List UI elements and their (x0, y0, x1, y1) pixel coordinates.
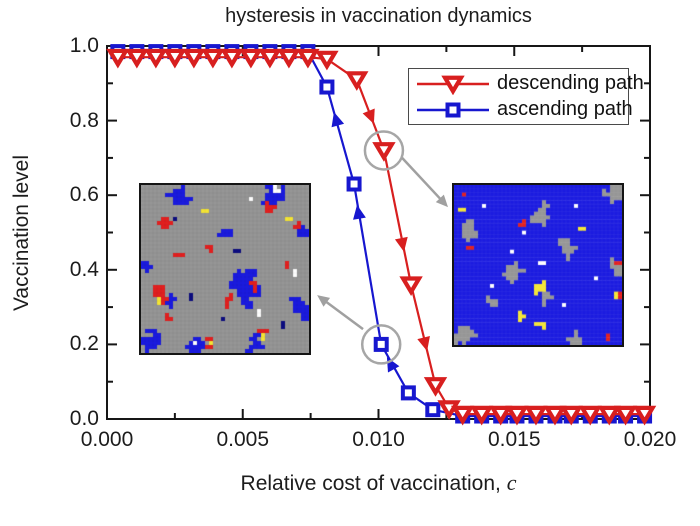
y-tick-label: 1.0 (69, 34, 99, 57)
y-tick-label: 0.8 (69, 108, 99, 132)
legend-label-descending: descending path (497, 72, 644, 94)
x-axis-label-text: Relative cost of vaccination, (240, 472, 507, 495)
x-tick-label: 0.005 (216, 428, 270, 451)
arrow-to-right-inset (401, 157, 449, 208)
right-inset-lattice (452, 183, 624, 347)
plot-frame (106, 45, 651, 420)
x-axis-label-variable: c (506, 470, 517, 495)
ascending-path-marker-sample (417, 102, 489, 117)
arrow-to-left-inset (317, 295, 364, 331)
x-tick-label: 0.015 (487, 428, 541, 451)
x-tick-label: 0.010 (352, 428, 405, 451)
x-tick-label: 0.020 (623, 428, 677, 451)
series-descending-path (106, 48, 657, 426)
y-tick-label: 0.0 (69, 407, 99, 430)
circled-ascending-point (360, 324, 402, 365)
y-tick-label: 0.4 (69, 257, 99, 281)
x-axis-label: Relative cost of vaccination, c (107, 470, 650, 496)
legend-entry-descending: descending path (409, 71, 644, 97)
chart-title: hysteresis in vaccination dynamics (225, 5, 532, 27)
circled-descending-point (363, 130, 405, 171)
y-tick-label: 0.2 (69, 332, 99, 356)
legend-label-ascending: ascending path (497, 98, 633, 120)
y-tick-label: 0.6 (69, 183, 99, 207)
descending-path-marker-sample (417, 75, 489, 95)
x-tick-label: 0.000 (80, 428, 134, 451)
legend-entry-ascending: ascending path (409, 97, 633, 123)
legend-box: descending path ascending path (408, 68, 644, 125)
left-inset-lattice (139, 183, 311, 355)
